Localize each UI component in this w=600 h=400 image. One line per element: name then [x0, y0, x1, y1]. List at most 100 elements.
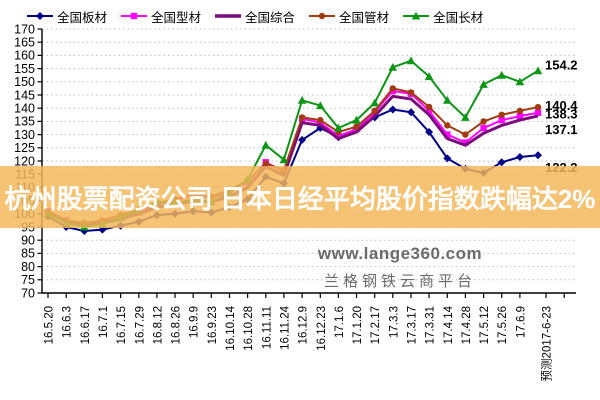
marker-square: [130, 12, 138, 20]
marker-circle: [317, 116, 324, 124]
legend-item-3: 全国管材: [308, 7, 389, 26]
legend-item-2: 全国综合: [214, 7, 295, 26]
marker-circle: [516, 107, 524, 115]
end-value-label: 137.1: [545, 122, 578, 137]
end-value-label: 154.2: [545, 58, 578, 73]
x-tick-label: 17.4.14: [443, 305, 455, 344]
marker-circle: [425, 103, 433, 111]
watermark-platform: 兰格钢铁云商平台: [323, 273, 476, 290]
marker-square: [335, 132, 342, 140]
y-tick-label: 140: [14, 102, 35, 116]
marker-triangle: [316, 101, 325, 110]
marker-triangle: [479, 80, 488, 88]
x-tick-label: 17.3.3: [388, 306, 400, 338]
marker-triangle: [352, 115, 361, 124]
marker-circle: [534, 103, 542, 111]
marker-triangle: [388, 63, 398, 71]
legend-marker-square: [121, 12, 148, 20]
y-tick-label: 90: [21, 234, 35, 248]
marker-circle: [298, 114, 306, 121]
x-tick-label: 17.4.28: [461, 306, 473, 344]
legend-label: 全国综合: [245, 10, 296, 25]
marker-circle: [462, 131, 469, 138]
marker-circle: [480, 118, 487, 125]
x-tick-label: 17.2.17: [370, 306, 382, 344]
marker-triangle: [461, 113, 470, 121]
legend-item-0: 全国板材: [26, 7, 107, 26]
x-tick-label: 17.1.6: [334, 306, 346, 338]
x-tick-label: 16.6.3: [62, 306, 74, 338]
y-tick-label: 120: [14, 154, 35, 168]
x-tick-label: 16.6.17: [80, 306, 92, 344]
marker-diamond: [497, 158, 506, 167]
end-value-label: 138.3: [545, 107, 578, 122]
marker-diamond: [515, 153, 524, 161]
legend-label: 全国管材: [339, 10, 390, 25]
x-tick-label: 17.5.26: [497, 306, 509, 344]
x-tick-label: 17.1.20: [352, 306, 364, 344]
watermark-url: www.lange360.com: [317, 244, 483, 263]
marker-triangle: [424, 72, 434, 80]
y-tick-label: 85: [21, 247, 35, 261]
y-tick-label: 150: [14, 75, 35, 89]
x-tick-label: 17.3.17: [407, 306, 419, 344]
x-tick-label: 16.7.1: [98, 306, 110, 338]
marker-diamond: [298, 135, 307, 144]
marker-triangle: [406, 56, 416, 65]
marker-triangle: [411, 11, 421, 20]
marker-triangle: [297, 96, 307, 104]
y-tick-label: 155: [14, 62, 35, 76]
end-value-label: 140.4: [545, 98, 578, 113]
x-tick-label: 16.9.23: [207, 306, 219, 344]
y-tick-label: 130: [14, 128, 35, 142]
banner-text: 杭州股票配资公司 日本日经平均股价指数跌幅达2%: [4, 183, 596, 214]
marker-square: [534, 109, 542, 116]
marker-circle: [389, 85, 396, 92]
y-tick-label: 125: [14, 141, 35, 155]
x-tick-label: 16.7.15: [116, 306, 128, 344]
marker-triangle: [279, 155, 289, 164]
y-tick-label: 160: [14, 49, 35, 63]
marker-triangle: [497, 70, 506, 79]
x-tick-label: 17.6.9: [515, 306, 527, 338]
marker-triangle: [443, 96, 452, 104]
x-tick-label: 16.10.14: [225, 305, 237, 350]
marker-circle: [444, 122, 451, 129]
legend-item-4: 全国长材: [402, 7, 483, 26]
y-tick-label: 80: [21, 260, 35, 274]
legend-marker-diamond: [27, 12, 53, 20]
x-tick-label: 16.8.26: [171, 306, 183, 344]
marker-circle: [262, 160, 269, 167]
prediction-label: 预测2017-6-23: [541, 306, 554, 381]
marker-square: [516, 112, 524, 120]
marker-circle: [353, 123, 360, 130]
watermark: www.lange360.com 兰格钢铁云商平台: [200, 244, 600, 291]
y-tick-label: 75: [21, 273, 35, 287]
x-tick-label: 16.11.11: [261, 306, 273, 349]
legend-marker-none: [215, 14, 242, 18]
marker-square: [498, 116, 505, 124]
marker-triangle: [370, 98, 379, 107]
marker-triangle: [261, 140, 271, 149]
marker-diamond: [443, 154, 452, 163]
x-tick-label: 17.5.12: [479, 306, 491, 344]
marker-triangle: [515, 77, 525, 86]
y-tick-label: 135: [14, 115, 35, 129]
marker-square: [480, 124, 487, 132]
marker-diamond: [388, 105, 397, 114]
legend-label: 全国型材: [151, 10, 202, 25]
x-tick-label: 16.12.9: [298, 306, 310, 344]
marker-circle: [318, 12, 326, 20]
marker-diamond: [534, 151, 542, 160]
x-tick-label: 16.10.28: [243, 306, 255, 351]
x-tick-label: 16.5.20: [44, 306, 56, 344]
y-tick-label: 70: [21, 286, 35, 300]
marker-triangle: [533, 66, 543, 75]
marker-diamond: [407, 108, 415, 117]
marker-circle: [407, 89, 415, 96]
marker-circle: [498, 111, 505, 119]
marker-square: [425, 107, 433, 114]
marker-square: [444, 131, 451, 138]
y-tick-label: 165: [14, 36, 35, 50]
